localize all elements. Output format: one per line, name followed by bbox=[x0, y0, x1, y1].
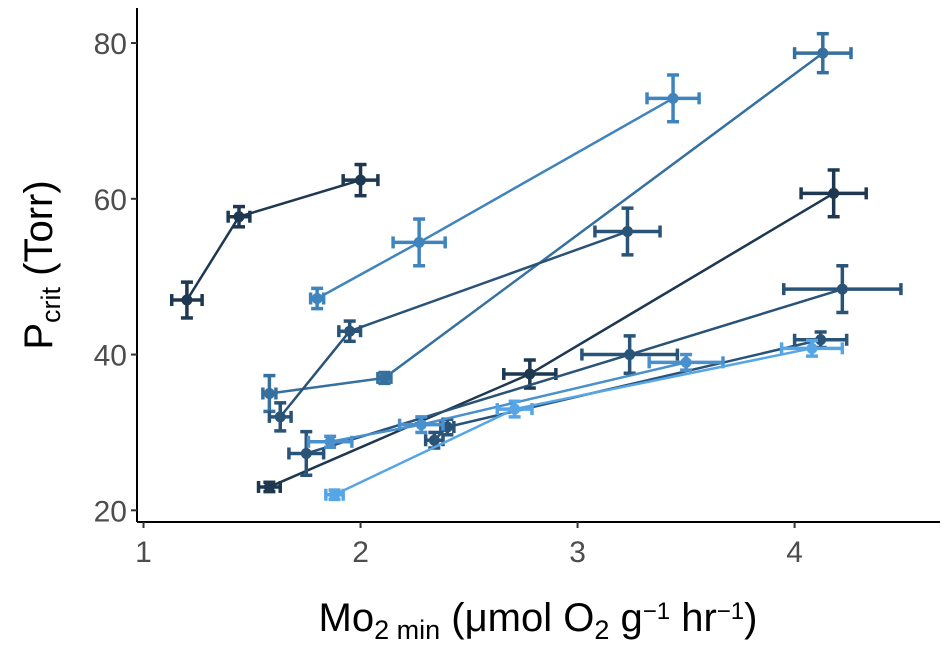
series-7 bbox=[306, 352, 725, 449]
y-axis-title: Pcrit (Torr) bbox=[17, 180, 66, 349]
axis-title-part-2: (μmol O bbox=[440, 596, 594, 640]
y-tick-label-2: 60 bbox=[94, 184, 127, 217]
series-0 bbox=[169, 162, 380, 320]
x-tick-label-3: 4 bbox=[786, 536, 803, 569]
series-3-point-2 bbox=[621, 226, 633, 238]
series-5-point-1 bbox=[624, 349, 636, 361]
series-6-point-2 bbox=[815, 334, 827, 346]
series-1-point-2 bbox=[667, 92, 679, 104]
x-tick-label-1: 2 bbox=[352, 536, 369, 569]
x-tick-label-2: 3 bbox=[569, 536, 586, 569]
axis-title-part-6: hr bbox=[670, 596, 717, 640]
series-4-point-1 bbox=[524, 368, 536, 380]
axis-title-part-7: −1 bbox=[717, 598, 744, 625]
series-7-point-1 bbox=[415, 419, 427, 431]
x-axis-title: Mo2 min (μmol O2 g−1 hr−1) bbox=[319, 596, 758, 645]
series-0-point-0 bbox=[181, 294, 193, 306]
series-8-point-0 bbox=[328, 489, 340, 501]
axis-title-part-8: ) bbox=[744, 596, 757, 640]
axis-title-part-0: P bbox=[17, 323, 61, 350]
series-2-point-1 bbox=[378, 372, 390, 384]
axis-title-part-1: 2 min bbox=[374, 615, 440, 645]
series-3-point-0 bbox=[274, 411, 286, 423]
series-1-point-1 bbox=[413, 236, 425, 248]
data-marks bbox=[169, 31, 903, 502]
series-4-point-2 bbox=[828, 187, 840, 199]
series-6-point-0 bbox=[428, 434, 440, 446]
series-5-point-2 bbox=[836, 283, 848, 295]
series-0-point-2 bbox=[355, 174, 367, 186]
series-3-point-1 bbox=[344, 325, 356, 337]
y-tick-label-0: 20 bbox=[94, 495, 127, 528]
series-8-point-1 bbox=[509, 403, 521, 415]
series-7-point-0 bbox=[324, 436, 336, 448]
series-1-point-0 bbox=[311, 292, 323, 304]
series-1 bbox=[308, 73, 701, 311]
series-0-point-1 bbox=[233, 211, 245, 223]
y-tick-label-3: 80 bbox=[94, 28, 127, 61]
axis-title-part-1: crit bbox=[36, 286, 66, 322]
series-3 bbox=[267, 206, 662, 433]
series-2-point-0 bbox=[263, 388, 275, 399]
series-5 bbox=[287, 264, 903, 478]
series-8 bbox=[324, 338, 845, 502]
axes: 1 2 3 4 20 40 60 80 bbox=[94, 8, 940, 569]
axis-title-part-4: g bbox=[609, 596, 642, 640]
axis-title-part-5: −1 bbox=[643, 598, 670, 625]
axis-title-part-3: 2 bbox=[594, 615, 609, 645]
series-5-point-0 bbox=[300, 447, 312, 459]
y-tick-label-1: 40 bbox=[94, 340, 127, 373]
axis-title-part-0: Mo bbox=[319, 596, 375, 640]
x-tick-label-0: 1 bbox=[135, 536, 152, 569]
series-4-point-0 bbox=[263, 481, 275, 493]
series-4 bbox=[256, 168, 868, 494]
axis-title-part-2: (Torr) bbox=[17, 180, 61, 287]
series-2 bbox=[261, 31, 853, 414]
series-8-point-2 bbox=[806, 342, 818, 354]
series-2-point-2 bbox=[817, 47, 829, 59]
series-7-point-2 bbox=[680, 356, 692, 368]
